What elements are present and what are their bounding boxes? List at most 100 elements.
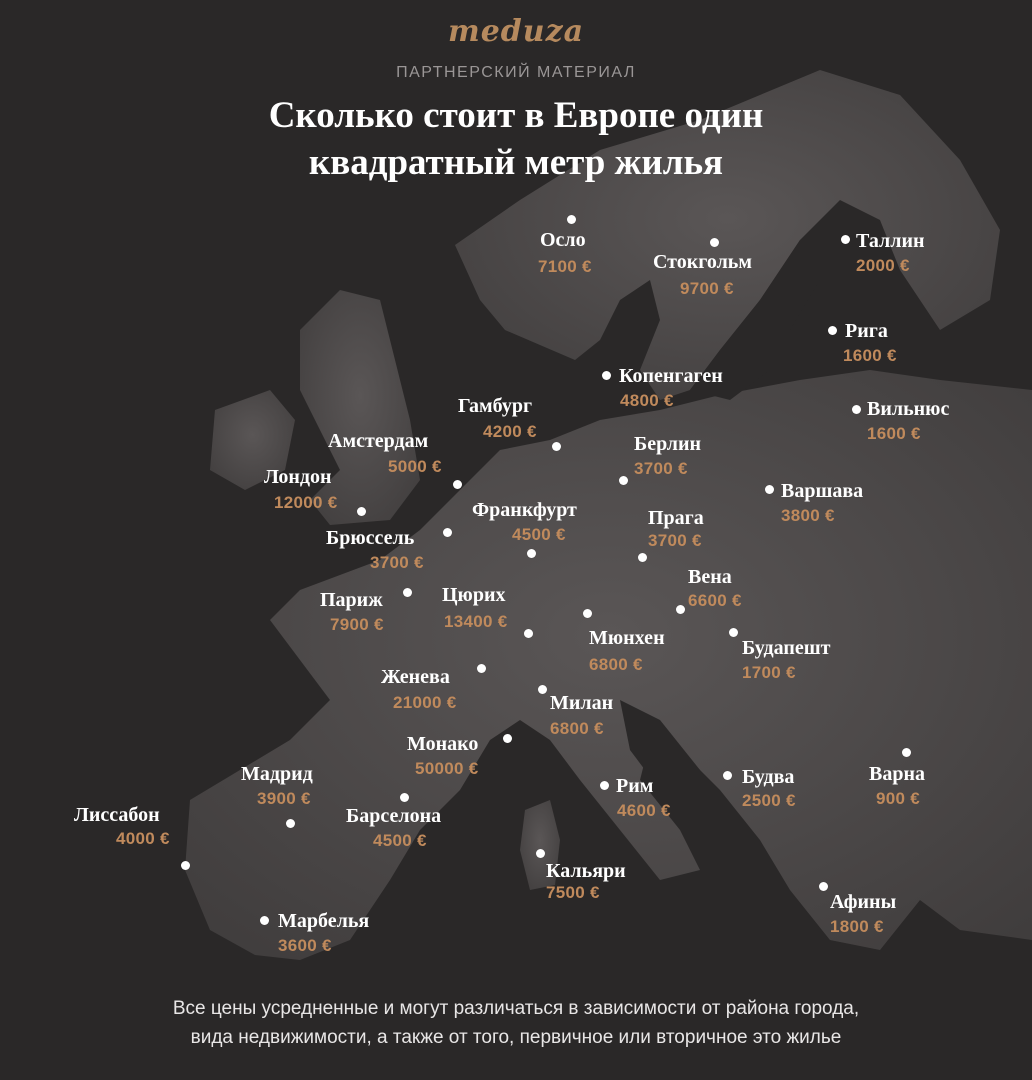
city-dot-monaco[interactable] <box>503 734 512 743</box>
city-dot-copenhagen[interactable] <box>602 371 611 380</box>
city-price-berlin: 3700 € <box>634 459 688 478</box>
city-price-warsaw: 3800 € <box>781 506 835 525</box>
page-title-line-1: Сколько стоит в Европе один <box>268 95 764 136</box>
ireland-landmass <box>210 390 295 490</box>
city-name-warsaw: Варшава <box>781 480 864 502</box>
city-dot-stockholm[interactable] <box>710 238 719 247</box>
city-dot-budva[interactable] <box>723 771 732 780</box>
city-price-amsterdam: 5000 € <box>388 457 442 476</box>
continent-landmass <box>185 370 1032 960</box>
city-name-london: Лондон <box>264 466 332 488</box>
city-price-london: 12000 € <box>274 493 338 512</box>
city-dot-oslo[interactable] <box>567 215 576 224</box>
city-price-madrid: 3900 € <box>257 789 311 808</box>
baltic-sea <box>690 230 830 400</box>
city-dot-paris[interactable] <box>403 588 412 597</box>
footnote-line-1: Все цены усредненные и могут различаться… <box>172 998 860 1019</box>
city-name-athens: Афины <box>830 891 897 913</box>
city-name-barcelona: Барселона <box>346 805 442 827</box>
city-price-cagliari: 7500 € <box>546 883 600 902</box>
city-price-barcelona: 4500 € <box>373 831 427 850</box>
city-dot-munich[interactable] <box>583 609 592 618</box>
city-price-paris: 7900 € <box>330 615 384 634</box>
city-price-varna: 900 € <box>876 789 921 808</box>
city-price-prague: 3700 € <box>648 531 702 550</box>
city-dot-barcelona[interactable] <box>400 793 409 802</box>
city-name-cagliari: Кальяри <box>546 860 626 882</box>
city-name-berlin: Берлин <box>634 433 701 455</box>
city-price-budapest: 1700 € <box>742 663 796 682</box>
city-price-lisbon: 4000 € <box>116 829 170 848</box>
city-name-zurich: Цюрих <box>442 584 506 606</box>
city-dot-riga[interactable] <box>828 326 837 335</box>
city-price-milan: 6800 € <box>550 719 604 738</box>
city-name-riga: Рига <box>845 320 888 342</box>
city-dot-brussels[interactable] <box>443 528 452 537</box>
city-price-marbella: 3600 € <box>278 936 332 955</box>
city-dot-vilnius[interactable] <box>852 405 861 414</box>
city-dot-amsterdam[interactable] <box>453 480 462 489</box>
city-name-lisbon: Лиссабон <box>74 804 160 826</box>
city-price-geneva: 21000 € <box>393 693 457 712</box>
city-dot-cagliari[interactable] <box>536 849 545 858</box>
city-name-marbella: Марбелья <box>278 910 370 932</box>
adriatic-sea <box>620 700 720 830</box>
city-dot-hamburg[interactable] <box>552 442 561 451</box>
city-name-tallinn: Таллин <box>856 230 925 252</box>
city-price-vienna: 6600 € <box>688 591 742 610</box>
city-name-oslo: Осло <box>540 229 586 251</box>
city-dot-berlin[interactable] <box>619 476 628 485</box>
page-title-line-2: квадратный метр жилья <box>308 142 724 183</box>
scandinavia-landmass <box>455 70 1000 400</box>
city-dot-lisbon[interactable] <box>181 861 190 870</box>
city-name-monaco: Монако <box>407 733 479 755</box>
city-name-vilnius: Вильнюс <box>867 398 950 420</box>
city-price-tallinn: 2000 € <box>856 256 910 275</box>
city-dot-london[interactable] <box>357 507 366 516</box>
city-dot-marbella[interactable] <box>260 916 269 925</box>
footnote-line-2: вида недвижимости, а также от того, перв… <box>190 1027 842 1048</box>
britain-landmass <box>300 290 420 525</box>
city-price-athens: 1800 € <box>830 917 884 936</box>
city-price-monaco: 50000 € <box>415 759 479 778</box>
meduza-logo[interactable]: meduza <box>447 14 585 49</box>
partner-kicker: ПАРТНЕРСКИЙ МАТЕРИАЛ <box>396 64 636 81</box>
city-dot-rome[interactable] <box>600 781 609 790</box>
city-price-copenhagen: 4800 € <box>620 391 674 410</box>
city-name-milan: Милан <box>550 692 614 714</box>
city-name-budva: Будва <box>742 766 795 788</box>
city-dot-frankfurt[interactable] <box>527 549 536 558</box>
city-name-budapest: Будапешт <box>742 637 831 659</box>
city-price-frankfurt: 4500 € <box>512 525 566 544</box>
city-price-stockholm: 9700 € <box>680 279 734 298</box>
city-name-copenhagen: Копенгаген <box>619 365 723 387</box>
city-dot-vienna[interactable] <box>676 605 685 614</box>
city-dot-varna[interactable] <box>902 748 911 757</box>
city-price-zurich: 13400 € <box>444 612 508 631</box>
city-name-vienna: Вена <box>688 566 732 588</box>
city-dot-tallinn[interactable] <box>841 235 850 244</box>
city-dot-budapest[interactable] <box>729 628 738 637</box>
city-dot-madrid[interactable] <box>286 819 295 828</box>
city-name-frankfurt: Франкфурт <box>472 499 577 521</box>
city-dot-warsaw[interactable] <box>765 485 774 494</box>
city-price-riga: 1600 € <box>843 346 897 365</box>
city-name-prague: Прага <box>648 507 704 529</box>
city-dot-geneva[interactable] <box>477 664 486 673</box>
city-name-brussels: Брюссель <box>326 527 415 549</box>
city-dot-athens[interactable] <box>819 882 828 891</box>
city-dot-prague[interactable] <box>638 553 647 562</box>
city-name-hamburg: Гамбург <box>458 395 533 417</box>
city-name-geneva: Женева <box>381 666 450 688</box>
city-price-vilnius: 1600 € <box>867 424 921 443</box>
city-name-stockholm: Стокгольм <box>653 251 753 273</box>
city-name-madrid: Мадрид <box>241 763 313 785</box>
city-price-munich: 6800 € <box>589 655 643 674</box>
city-dot-zurich[interactable] <box>524 629 533 638</box>
city-price-brussels: 3700 € <box>370 553 424 572</box>
city-name-munich: Мюнхен <box>589 627 665 649</box>
city-dot-milan[interactable] <box>538 685 547 694</box>
city-price-rome: 4600 € <box>617 801 671 820</box>
city-price-oslo: 7100 € <box>538 257 592 276</box>
sardinia-landmass <box>520 800 560 890</box>
